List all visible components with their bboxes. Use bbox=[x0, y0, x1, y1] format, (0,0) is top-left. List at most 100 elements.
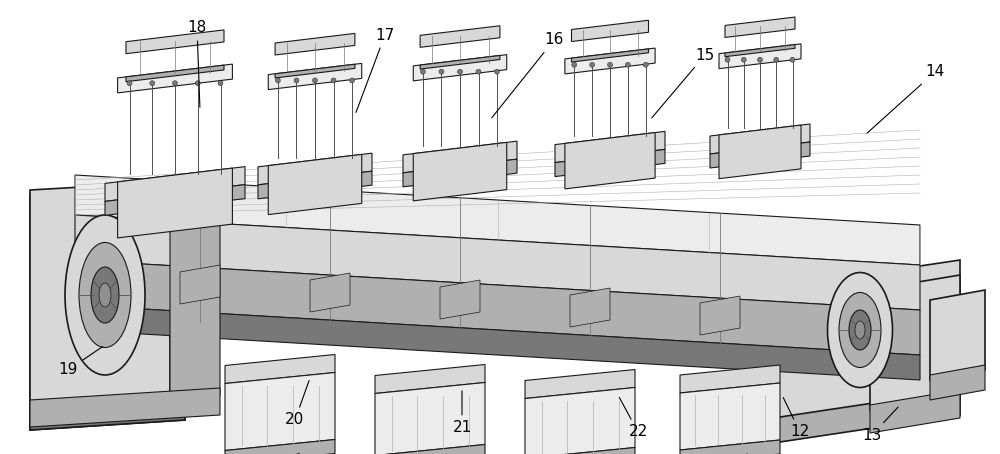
Polygon shape bbox=[525, 370, 635, 399]
Text: 22: 22 bbox=[619, 397, 648, 439]
Text: 20: 20 bbox=[285, 380, 309, 428]
Ellipse shape bbox=[849, 310, 871, 350]
Ellipse shape bbox=[855, 321, 865, 339]
Ellipse shape bbox=[218, 81, 223, 86]
Polygon shape bbox=[725, 44, 795, 57]
Polygon shape bbox=[403, 141, 517, 173]
Ellipse shape bbox=[741, 57, 746, 62]
Polygon shape bbox=[75, 175, 920, 265]
Ellipse shape bbox=[195, 81, 200, 86]
Ellipse shape bbox=[572, 62, 577, 67]
Polygon shape bbox=[565, 133, 655, 189]
Text: 16: 16 bbox=[492, 33, 564, 118]
Polygon shape bbox=[75, 215, 920, 310]
Ellipse shape bbox=[643, 62, 648, 67]
Ellipse shape bbox=[275, 78, 280, 83]
Polygon shape bbox=[105, 167, 245, 202]
Polygon shape bbox=[710, 142, 810, 168]
Ellipse shape bbox=[839, 292, 881, 367]
Text: 21: 21 bbox=[452, 391, 472, 435]
Polygon shape bbox=[30, 388, 220, 427]
Polygon shape bbox=[105, 185, 245, 215]
Polygon shape bbox=[930, 290, 985, 380]
Ellipse shape bbox=[312, 78, 318, 83]
Ellipse shape bbox=[99, 283, 111, 307]
Polygon shape bbox=[275, 34, 355, 55]
Polygon shape bbox=[870, 275, 960, 410]
Text: 17: 17 bbox=[356, 28, 395, 113]
Text: 13: 13 bbox=[862, 407, 898, 443]
Ellipse shape bbox=[294, 78, 299, 83]
Polygon shape bbox=[680, 365, 780, 393]
Polygon shape bbox=[413, 143, 507, 201]
Polygon shape bbox=[258, 153, 372, 185]
Polygon shape bbox=[75, 305, 920, 380]
Polygon shape bbox=[118, 64, 232, 93]
Polygon shape bbox=[225, 372, 335, 450]
Polygon shape bbox=[375, 444, 485, 454]
Ellipse shape bbox=[420, 69, 425, 74]
Ellipse shape bbox=[127, 81, 132, 86]
Ellipse shape bbox=[725, 57, 730, 62]
Polygon shape bbox=[420, 26, 500, 47]
Polygon shape bbox=[572, 49, 648, 62]
Ellipse shape bbox=[173, 81, 178, 86]
Polygon shape bbox=[170, 178, 220, 400]
Polygon shape bbox=[760, 260, 960, 430]
Polygon shape bbox=[375, 365, 485, 394]
Polygon shape bbox=[126, 30, 224, 54]
Polygon shape bbox=[268, 154, 362, 215]
Polygon shape bbox=[30, 385, 185, 430]
Polygon shape bbox=[118, 168, 232, 238]
Polygon shape bbox=[572, 20, 648, 41]
Ellipse shape bbox=[774, 57, 779, 62]
Ellipse shape bbox=[439, 69, 444, 74]
Ellipse shape bbox=[350, 78, 355, 83]
Text: 14: 14 bbox=[867, 64, 945, 133]
Polygon shape bbox=[719, 125, 801, 179]
Ellipse shape bbox=[79, 242, 131, 347]
Polygon shape bbox=[440, 280, 480, 319]
Polygon shape bbox=[375, 383, 485, 454]
Polygon shape bbox=[565, 48, 655, 74]
Polygon shape bbox=[30, 185, 185, 405]
Polygon shape bbox=[555, 149, 665, 177]
Ellipse shape bbox=[65, 215, 145, 375]
Polygon shape bbox=[680, 440, 780, 454]
Polygon shape bbox=[555, 131, 665, 163]
Text: 12: 12 bbox=[783, 398, 810, 439]
Polygon shape bbox=[275, 64, 355, 78]
Polygon shape bbox=[680, 383, 780, 450]
Polygon shape bbox=[570, 288, 610, 327]
Polygon shape bbox=[403, 159, 517, 187]
Polygon shape bbox=[180, 265, 220, 304]
Polygon shape bbox=[760, 390, 960, 445]
Polygon shape bbox=[75, 260, 920, 355]
Ellipse shape bbox=[608, 62, 612, 67]
Polygon shape bbox=[225, 355, 335, 384]
Polygon shape bbox=[268, 64, 362, 89]
Polygon shape bbox=[525, 448, 635, 454]
Polygon shape bbox=[710, 124, 810, 154]
Polygon shape bbox=[310, 273, 350, 312]
Text: 19: 19 bbox=[58, 346, 103, 377]
Ellipse shape bbox=[91, 267, 119, 323]
Ellipse shape bbox=[458, 69, 462, 74]
Polygon shape bbox=[420, 55, 500, 69]
Polygon shape bbox=[930, 365, 985, 400]
Polygon shape bbox=[719, 44, 801, 69]
Polygon shape bbox=[30, 182, 170, 408]
Ellipse shape bbox=[625, 62, 630, 67]
Ellipse shape bbox=[476, 69, 481, 74]
Polygon shape bbox=[700, 296, 740, 335]
Text: 15: 15 bbox=[652, 48, 715, 118]
Polygon shape bbox=[725, 17, 795, 37]
Ellipse shape bbox=[828, 272, 893, 388]
Ellipse shape bbox=[590, 62, 595, 67]
Ellipse shape bbox=[790, 57, 795, 62]
Polygon shape bbox=[258, 171, 372, 199]
Ellipse shape bbox=[331, 78, 336, 83]
Ellipse shape bbox=[495, 69, 500, 74]
Ellipse shape bbox=[758, 57, 763, 62]
Ellipse shape bbox=[150, 81, 155, 86]
